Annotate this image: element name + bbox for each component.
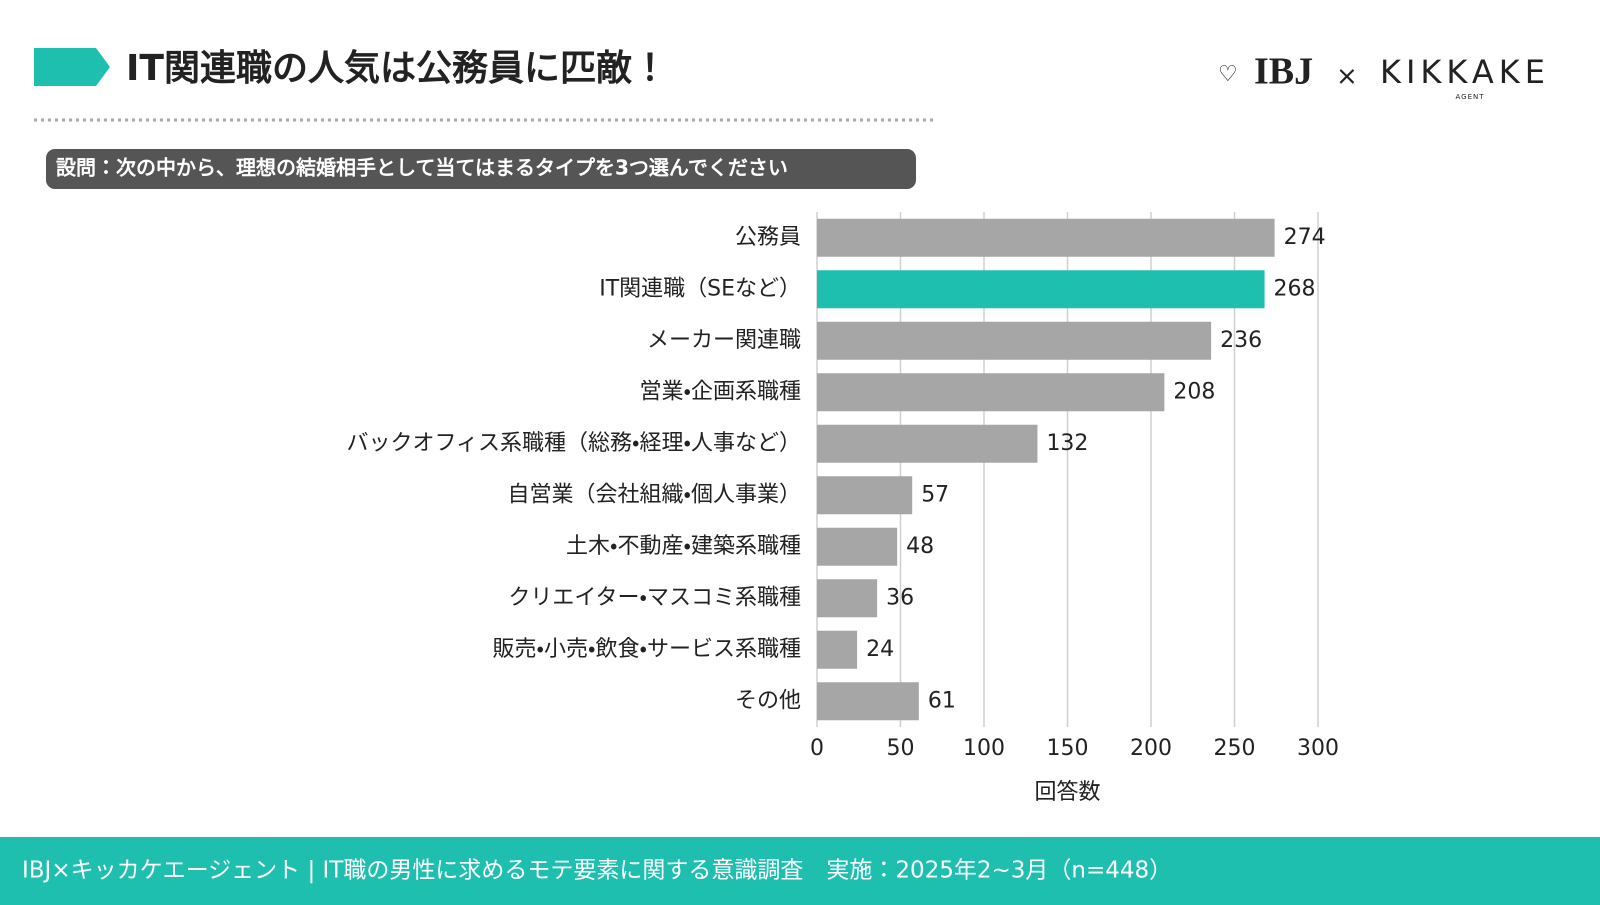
value-label: 57 xyxy=(921,482,949,507)
category-label: 自営業（会社組織・個人事業） xyxy=(508,482,801,507)
value-label: 236 xyxy=(1220,328,1262,353)
value-label: 208 xyxy=(1173,379,1215,404)
category-label: クリエイター・マスコミ系職種 xyxy=(508,585,801,610)
category-label: 営業・企画系職種 xyxy=(640,379,801,404)
category-label: バックオフィス系職種（総務・経理・人事など） xyxy=(346,431,801,456)
logo-times: × xyxy=(1336,62,1358,92)
footer-band xyxy=(0,837,1600,905)
x-tick-label: 200 xyxy=(1130,736,1172,761)
category-label: IT関連職（SEなど） xyxy=(599,276,801,301)
chart: 0 50 100 150 200 250 300 回答数 公務員 274 IT関連職（SEなど） 26… xyxy=(346,212,1339,805)
value-label: 24 xyxy=(866,637,894,662)
question-pill xyxy=(46,149,916,189)
bar xyxy=(817,321,1212,360)
bar xyxy=(817,579,878,618)
category-label: 公務員 xyxy=(735,225,801,250)
page-title: IT関連職の人気は公務員に匹敵！ xyxy=(126,48,668,89)
value-label: 48 xyxy=(906,534,934,559)
category-label: その他 xyxy=(735,688,801,713)
logo-ibj: IBJ xyxy=(1254,51,1313,93)
bar xyxy=(817,373,1165,412)
x-tick-label: 300 xyxy=(1297,736,1339,761)
bar xyxy=(817,476,913,515)
bar xyxy=(817,682,919,721)
bar xyxy=(817,527,898,566)
bar xyxy=(817,424,1038,463)
logo-kikkake: KIKKAKE xyxy=(1380,53,1550,91)
value-label: 274 xyxy=(1284,225,1326,250)
category-label: メーカー関連職 xyxy=(647,328,801,353)
logo-agent: AGENT xyxy=(1455,93,1484,101)
x-tick-label: 250 xyxy=(1214,736,1256,761)
x-tick-label: 0 xyxy=(810,736,824,761)
question-text: 設問：次の中から、理想の結婚相手として当てはまるタイプを3つ選んでください xyxy=(56,156,788,180)
x-axis-label: 回答数 xyxy=(1034,780,1100,805)
logo-heart: ♡ xyxy=(1218,62,1238,87)
bar xyxy=(817,270,1265,309)
bar xyxy=(817,218,1275,257)
x-tick-label: 100 xyxy=(963,736,1005,761)
value-label: 61 xyxy=(928,688,956,713)
category-label: 土木・不動産・建築系職種 xyxy=(566,534,801,559)
bar xyxy=(817,630,858,669)
category-label: 販売・小売・飲食・サービス系職種 xyxy=(493,637,801,662)
value-label: 36 xyxy=(886,585,914,610)
x-tick-label: 50 xyxy=(887,736,915,761)
value-label: 268 xyxy=(1274,276,1316,301)
x-tick-label: 150 xyxy=(1047,736,1089,761)
footer-text: IBJ×キッカケエージェント | IT職の男性に求めるモテ要素に関する意識調査 … xyxy=(22,858,1172,884)
title-arrow xyxy=(34,48,110,86)
value-label: 132 xyxy=(1046,431,1088,456)
